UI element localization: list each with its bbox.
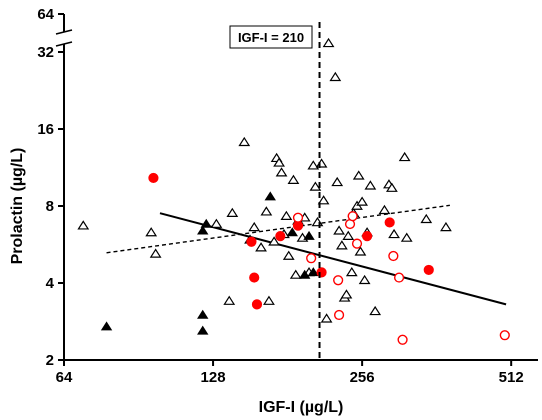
open-triangle-point [322,37,335,48]
x-tick-label: 256 [350,369,375,386]
y-tick-label: 64 [37,6,54,23]
filled-triangle-point [264,191,276,201]
x-tick-label: 512 [499,369,524,386]
open-triangle-point [268,236,280,246]
x-tick-label: 128 [201,369,226,386]
filled-triangle-point [200,218,212,228]
plot-area [77,37,510,345]
open-triangle-point [226,207,239,218]
y-axis-title: Prolactin (µg/L) [9,148,26,265]
open-circle-point [499,330,510,341]
filled-circle-point [148,172,159,184]
open-triangle-point [255,242,267,252]
axis-break-mark [55,41,73,47]
axes: 64 128 256 512 2 4 8 16 32 64 [37,6,538,386]
open-triangle-point [149,248,162,258]
open-triangle-point [145,227,158,237]
open-triangle-point [420,213,433,224]
open-circle-point [351,238,363,249]
open-triangle-point [340,289,353,299]
y-tick-label: 4 [46,275,55,292]
open-triangle-point [273,157,285,167]
y-tick-label: 2 [46,352,54,369]
open-triangle-point [315,158,328,168]
open-triangle-point [333,225,345,235]
x-axis-title: IGF-I (µg/L) [259,399,344,416]
open-triangle-point [311,216,324,227]
open-triangle-point [309,181,322,191]
filled-triangle-point [286,227,298,237]
filled-triangle-point [197,309,209,319]
y-tick-label: 32 [37,44,54,61]
filled-triangle-point [197,225,209,235]
open-triangle-point [342,230,355,240]
axis-break-mark [55,29,73,35]
open-triangle-point [440,221,452,232]
open-triangle-point [223,295,236,305]
filled-circle-point [384,217,395,228]
open-triangle-point [280,210,293,221]
annotation: IGF-I = 210 [229,22,321,360]
open-circle-point [333,275,344,286]
filled-circle-point [249,272,260,283]
trend-line-dashed [106,204,450,254]
annotation-box [229,25,313,49]
open-triangle-point [400,232,413,242]
filled-circle-point [246,236,257,247]
open-circle-point [388,250,399,262]
open-triangle-point [378,204,391,215]
open-circle-point [333,309,345,321]
filled-triangle-point [197,325,209,335]
filled-triangle-point [303,230,315,240]
open-triangle-point [335,240,348,250]
y-tick-label: 16 [37,121,54,138]
open-triangle-point [317,195,330,205]
open-triangle-point [275,167,288,177]
open-triangle-point [210,218,223,228]
filled-triangle-point [100,321,113,331]
open-triangle-point [364,180,377,190]
open-triangle-point [356,196,369,206]
open-triangle-point [352,170,365,180]
open-triangle-point [282,250,295,260]
open-triangle-point [358,274,371,285]
open-triangle-point [248,221,261,232]
open-triangle-point [388,228,400,239]
open-triangle-point [263,295,275,305]
open-triangle-point [287,174,300,184]
x-tick-label: 64 [56,369,73,386]
filled-circle-point [251,299,263,310]
filled-circle-point [362,231,373,242]
open-triangle-point [307,160,320,170]
open-triangle-point [354,246,367,256]
filled-circle-point [275,231,286,242]
open-circle-point [306,253,317,264]
open-triangle-point [331,176,344,187]
filled-triangle-point [298,269,311,279]
annotation-label: IGF-I = 210 [238,30,304,45]
open-triangle-point [320,313,333,323]
trend-line-solid [159,212,507,306]
open-triangle-point [260,206,273,216]
open-circle-point [397,334,408,345]
open-circle-point [393,272,405,283]
filled-circle-point [316,267,327,278]
open-triangle-point [369,305,382,316]
y-tick-label: 8 [46,198,54,215]
open-circle-point [347,211,358,222]
open-triangle-point [345,266,358,277]
open-triangle-point [77,220,90,230]
open-triangle-point [385,182,398,192]
open-triangle-point [329,71,342,82]
open-triangle-point [238,136,251,147]
filled-triangle-point [307,267,320,277]
open-triangle-point [289,269,302,279]
filled-circle-point [423,264,434,276]
open-circle-point [292,212,304,223]
open-triangle-point [398,151,411,162]
